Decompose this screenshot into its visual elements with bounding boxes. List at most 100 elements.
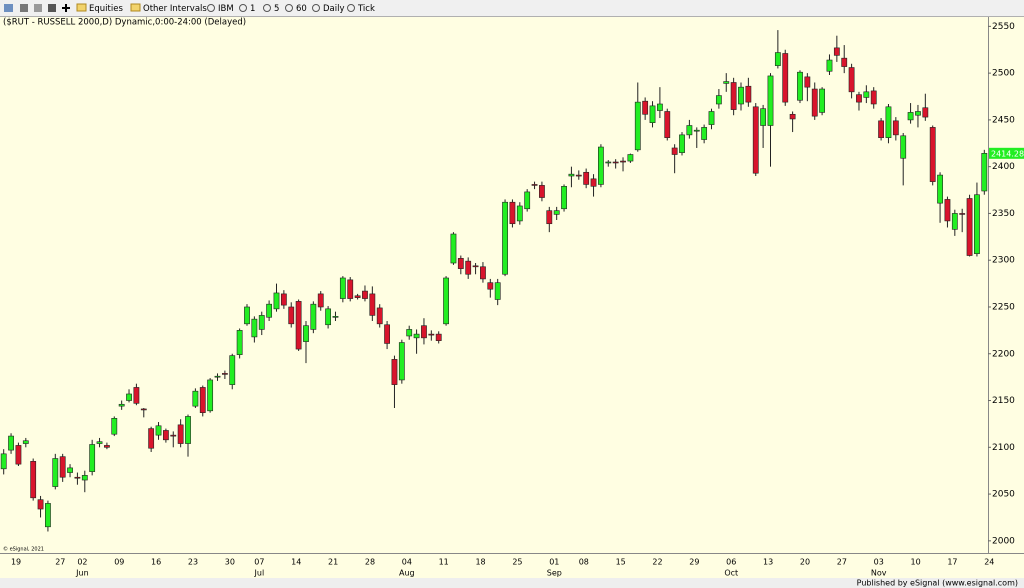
candle-body xyxy=(833,47,840,56)
interval-icon[interactable] xyxy=(347,4,355,12)
candle-body xyxy=(303,325,309,342)
candle-body xyxy=(804,76,811,88)
candle-body xyxy=(148,428,155,449)
candle-body xyxy=(634,101,641,151)
candle-body xyxy=(480,266,486,280)
toolbar-item[interactable]: 60 xyxy=(296,4,307,14)
x-tick-label: 18 xyxy=(475,558,485,567)
candle-body xyxy=(362,290,368,299)
candle-body xyxy=(561,186,567,210)
candle-body xyxy=(266,303,273,318)
candle-body xyxy=(671,147,678,155)
x-tick-label: 15 xyxy=(616,558,626,567)
candle-body xyxy=(406,329,413,337)
candle-body xyxy=(627,154,634,162)
candle-body xyxy=(620,160,626,163)
candle-body xyxy=(907,112,914,121)
icon[interactable] xyxy=(62,4,70,12)
candle-body xyxy=(229,355,236,385)
interval-icon[interactable] xyxy=(207,4,215,12)
candle-body xyxy=(583,171,590,185)
candle-body xyxy=(199,387,206,413)
candle-body xyxy=(435,333,442,341)
folder-icon[interactable] xyxy=(130,3,141,12)
x-tick-label: 06 xyxy=(726,558,736,567)
icon[interactable] xyxy=(34,4,42,12)
toolbar-item[interactable]: Equities xyxy=(89,4,123,14)
candle-body xyxy=(162,430,169,441)
candle-body xyxy=(738,86,744,105)
candle-body xyxy=(774,52,781,66)
candle-body xyxy=(207,379,214,412)
candle-body xyxy=(140,408,147,411)
candle-body xyxy=(398,342,405,381)
candle-body xyxy=(708,111,715,125)
candle-body xyxy=(118,403,125,407)
candle-body xyxy=(288,306,295,325)
candle-body xyxy=(0,453,7,470)
last-price-label: 2414.28 xyxy=(991,149,1024,158)
toolbar-item[interactable]: Other Intervals xyxy=(143,4,207,14)
y-tick-label: 2300 xyxy=(992,256,1015,266)
candle-body xyxy=(885,106,892,138)
candle-body xyxy=(679,134,685,153)
y-tick-label: 2100 xyxy=(992,443,1015,453)
candle-body xyxy=(922,107,929,118)
candle-body xyxy=(59,456,66,478)
x-tick-label: 22 xyxy=(652,558,662,567)
toolbar-item[interactable]: Tick xyxy=(357,4,375,14)
candle-body xyxy=(900,135,907,159)
candle-body xyxy=(752,106,759,174)
candle-body xyxy=(929,127,936,182)
chart-title: ($RUT - RUSSELL 2000,D) Dynamic,0:00-24:… xyxy=(3,18,246,28)
icon[interactable] xyxy=(20,4,28,12)
candle-body xyxy=(258,315,265,330)
toolbar-item[interactable]: IBM xyxy=(218,4,234,14)
x-tick-label: 23 xyxy=(188,558,198,567)
candle-body xyxy=(295,301,302,350)
toolbar-item[interactable]: 1 xyxy=(250,4,255,14)
interval-icon[interactable] xyxy=(285,4,293,12)
folder-icon[interactable] xyxy=(76,3,87,12)
candle-body xyxy=(369,293,376,316)
y-tick-label: 2150 xyxy=(992,396,1015,406)
candle-body xyxy=(15,445,22,465)
candle-body xyxy=(856,94,862,103)
candle-body xyxy=(598,146,604,185)
candle-body xyxy=(155,425,162,436)
candle-body xyxy=(96,441,103,444)
candle-body xyxy=(214,375,221,378)
interval-icon[interactable] xyxy=(312,4,320,12)
candle-body xyxy=(730,82,737,110)
interval-icon[interactable] xyxy=(263,4,271,12)
candle-body xyxy=(384,324,390,344)
candle-body xyxy=(745,85,752,103)
candle-body xyxy=(819,88,826,113)
candle-body xyxy=(575,174,582,177)
x-month-label: Nov xyxy=(871,569,887,578)
candle-body xyxy=(273,292,280,310)
toolbar-item[interactable]: 5 xyxy=(274,4,279,14)
candle-body xyxy=(546,210,553,225)
candle-body xyxy=(487,282,494,290)
candle-body xyxy=(789,113,796,120)
candle-body xyxy=(951,213,958,230)
icon[interactable] xyxy=(48,4,56,12)
candle-body xyxy=(915,111,921,116)
interval-icon[interactable] xyxy=(239,4,247,12)
candle-body xyxy=(347,279,354,299)
candle-body xyxy=(553,210,560,215)
candle-body xyxy=(642,100,649,115)
y-tick-label: 2550 xyxy=(992,22,1015,32)
candle-body xyxy=(421,325,427,339)
toolbar-item[interactable]: Daily xyxy=(323,4,345,14)
candle-body xyxy=(516,205,523,222)
candle-body xyxy=(686,125,693,136)
candle-body xyxy=(937,174,943,204)
icon[interactable] xyxy=(4,4,13,12)
copyright: © eSignal, 2021 xyxy=(3,546,44,553)
y-tick-label: 2450 xyxy=(992,115,1015,125)
candle-body xyxy=(111,417,118,435)
candle-body xyxy=(590,178,597,187)
x-tick-label: 21 xyxy=(328,558,338,567)
